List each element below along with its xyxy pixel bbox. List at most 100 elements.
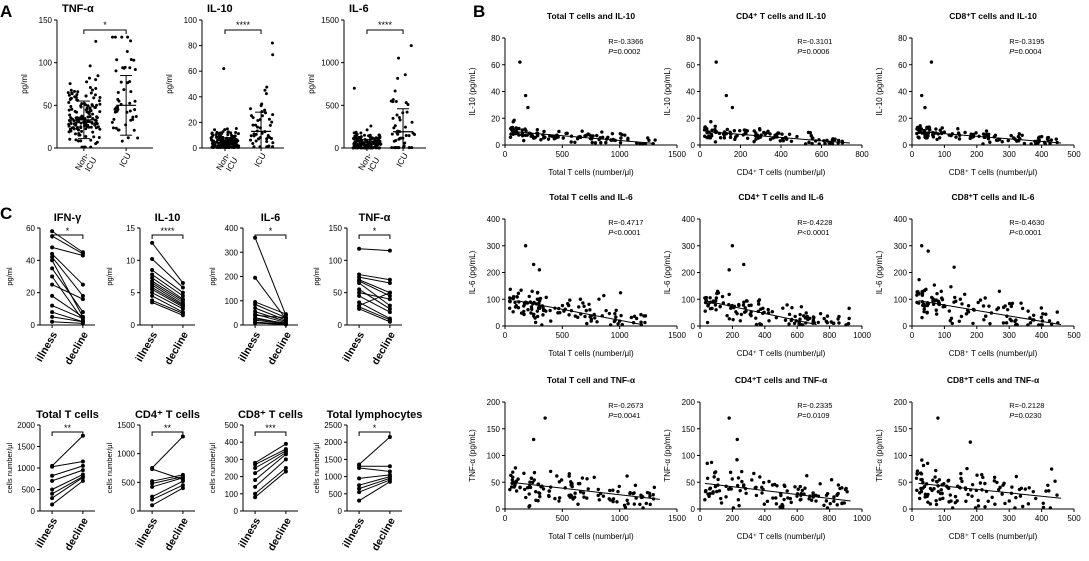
- significance-bracket: [254, 431, 287, 436]
- pair-line: [254, 467, 287, 495]
- y-tick-label: 500: [225, 421, 239, 430]
- data-point: [741, 303, 746, 307]
- x-tick-label: illness: [33, 516, 60, 550]
- data-point: [580, 129, 584, 133]
- data-point: [89, 138, 93, 142]
- y-tick-label: 60: [26, 224, 35, 233]
- data-point: [413, 133, 417, 137]
- y-tick-label: 400: [225, 438, 239, 447]
- data-point: [234, 131, 238, 135]
- data-point: [399, 136, 403, 140]
- data-point: [731, 317, 735, 322]
- data-point: [520, 128, 524, 132]
- x-tick-label-line: ICU: [252, 151, 268, 169]
- y-axis-label: IL-10 (pg/mL): [663, 67, 672, 115]
- data-point: [739, 312, 744, 317]
- chart-c3: 0 100 200 300 400 IL-6 pg/ml illness decline *: [208, 212, 298, 367]
- data-point: [253, 302, 258, 307]
- data-point: [251, 141, 255, 145]
- data-point: [845, 490, 849, 494]
- data-point: [76, 139, 80, 143]
- data-point: [618, 141, 623, 145]
- data-point: [253, 321, 258, 326]
- data-point: [639, 320, 643, 324]
- data-point: [532, 478, 536, 482]
- data-point: [607, 311, 612, 316]
- y-axis-label: pg/ml: [312, 267, 321, 286]
- data-point: [226, 133, 230, 137]
- y-tick-label: 1000: [17, 464, 35, 473]
- data-point: [357, 486, 362, 491]
- data-point: [925, 126, 929, 131]
- data-point: [523, 93, 528, 98]
- data-point: [727, 268, 731, 272]
- data-point: [824, 319, 829, 324]
- x-axis-label: CD8⁺ T cells (number/μl): [949, 349, 1038, 358]
- data-point: [919, 486, 923, 491]
- data-point: [976, 498, 980, 503]
- data-point: [359, 131, 363, 135]
- y-axis-label: pg/ml: [307, 74, 316, 94]
- data-point: [393, 89, 397, 93]
- significance-label: *: [373, 226, 377, 236]
- y-tick-label: 10: [126, 256, 135, 265]
- data-point: [597, 498, 601, 502]
- data-point: [533, 316, 537, 320]
- data-point: [67, 130, 71, 134]
- data-point: [745, 136, 750, 140]
- p-symbol: P: [1009, 228, 1014, 237]
- x-tick-label: 500: [556, 514, 570, 523]
- data-point: [392, 126, 396, 130]
- pair-line: [151, 288, 184, 308]
- x-tick-label: 0: [910, 150, 915, 159]
- data-point: [253, 484, 258, 489]
- data-point: [387, 277, 392, 282]
- data-point: [1041, 505, 1046, 510]
- data-point: [785, 489, 789, 493]
- data-point: [847, 306, 851, 311]
- data-point: [969, 132, 973, 136]
- data-point: [404, 101, 408, 105]
- y-tick-label: 0: [903, 505, 908, 514]
- data-point: [507, 306, 512, 310]
- data-point: [394, 146, 398, 150]
- significance-label: ****: [236, 20, 251, 30]
- data-point: [50, 255, 55, 260]
- data-point: [180, 479, 185, 484]
- data-point: [544, 295, 548, 300]
- data-point: [357, 300, 362, 305]
- data-point: [527, 492, 531, 496]
- data-point: [593, 316, 597, 320]
- pair-line: [254, 450, 287, 469]
- data-point: [80, 310, 85, 315]
- data-point: [976, 300, 980, 305]
- data-point: [1010, 301, 1015, 306]
- data-point: [535, 314, 540, 319]
- data-point: [952, 300, 956, 304]
- pair-line: [254, 443, 287, 464]
- data-point: [1054, 137, 1058, 141]
- data-point: [392, 139, 396, 143]
- data-point: [270, 120, 274, 124]
- data-point: [92, 135, 96, 139]
- data-point: [1049, 138, 1054, 142]
- data-point: [519, 288, 523, 292]
- y-tick-label: 200: [225, 473, 239, 482]
- data-point: [511, 120, 515, 124]
- significance-label: ****: [378, 20, 393, 30]
- pair-line: [51, 469, 84, 482]
- data-point: [537, 491, 541, 495]
- data-point: [220, 143, 224, 147]
- data-point: [556, 135, 560, 139]
- data-point: [1010, 485, 1014, 489]
- data-point: [970, 482, 975, 487]
- data-point: [394, 99, 398, 103]
- data-point: [931, 478, 935, 482]
- y-tick-label: 150: [894, 425, 908, 434]
- y-tick-label: 0: [131, 507, 136, 516]
- chart-a3: 0 500 1000 1500 IL-6 pg/ml Non-ICU ICU ****: [307, 3, 426, 173]
- x-tick-label: 200: [970, 150, 984, 159]
- correlation-p: P=0.0004: [1009, 47, 1041, 56]
